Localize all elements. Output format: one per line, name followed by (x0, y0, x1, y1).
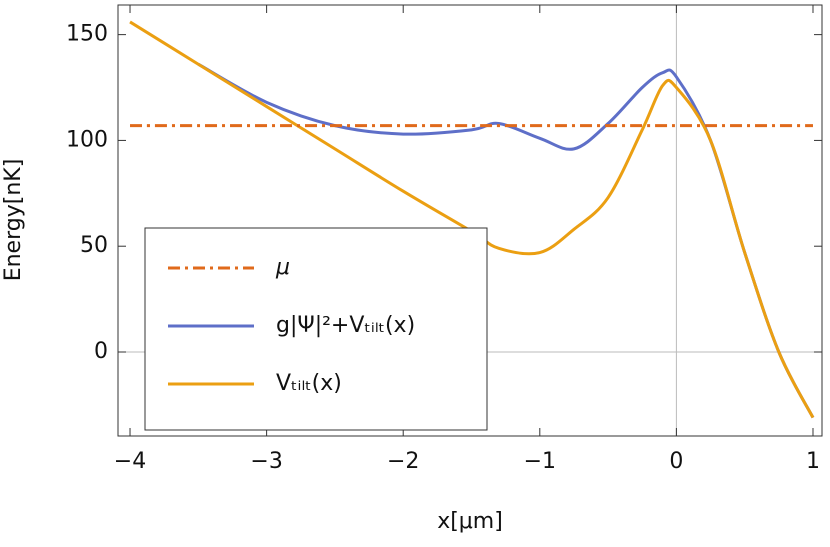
legend-label: g|Ψ|²+Vₜᵢₗₜ(x) (276, 313, 415, 338)
series-line (129, 20, 815, 419)
x-axis-label: x[μm] (437, 509, 503, 534)
x-tick-label: 0 (669, 449, 683, 474)
x-tick-label: −1 (524, 449, 556, 474)
x-tick-label: −3 (250, 449, 282, 474)
y-tick-label: 150 (66, 22, 108, 47)
y-axis-label: Energy[nK] (1, 159, 26, 282)
x-tick-label: −4 (114, 449, 146, 474)
x-tick-label: −2 (387, 449, 419, 474)
y-tick-label: 100 (66, 127, 108, 152)
legend-box (144, 227, 488, 431)
plot-frame (117, 4, 823, 437)
x-tick-label: 1 (806, 449, 820, 474)
y-tick-label: 0 (94, 339, 108, 364)
y-tick-label: 50 (80, 233, 108, 258)
legend-label: μ (275, 255, 290, 280)
legend-label: Vₜᵢₗₜ(x) (276, 371, 342, 396)
